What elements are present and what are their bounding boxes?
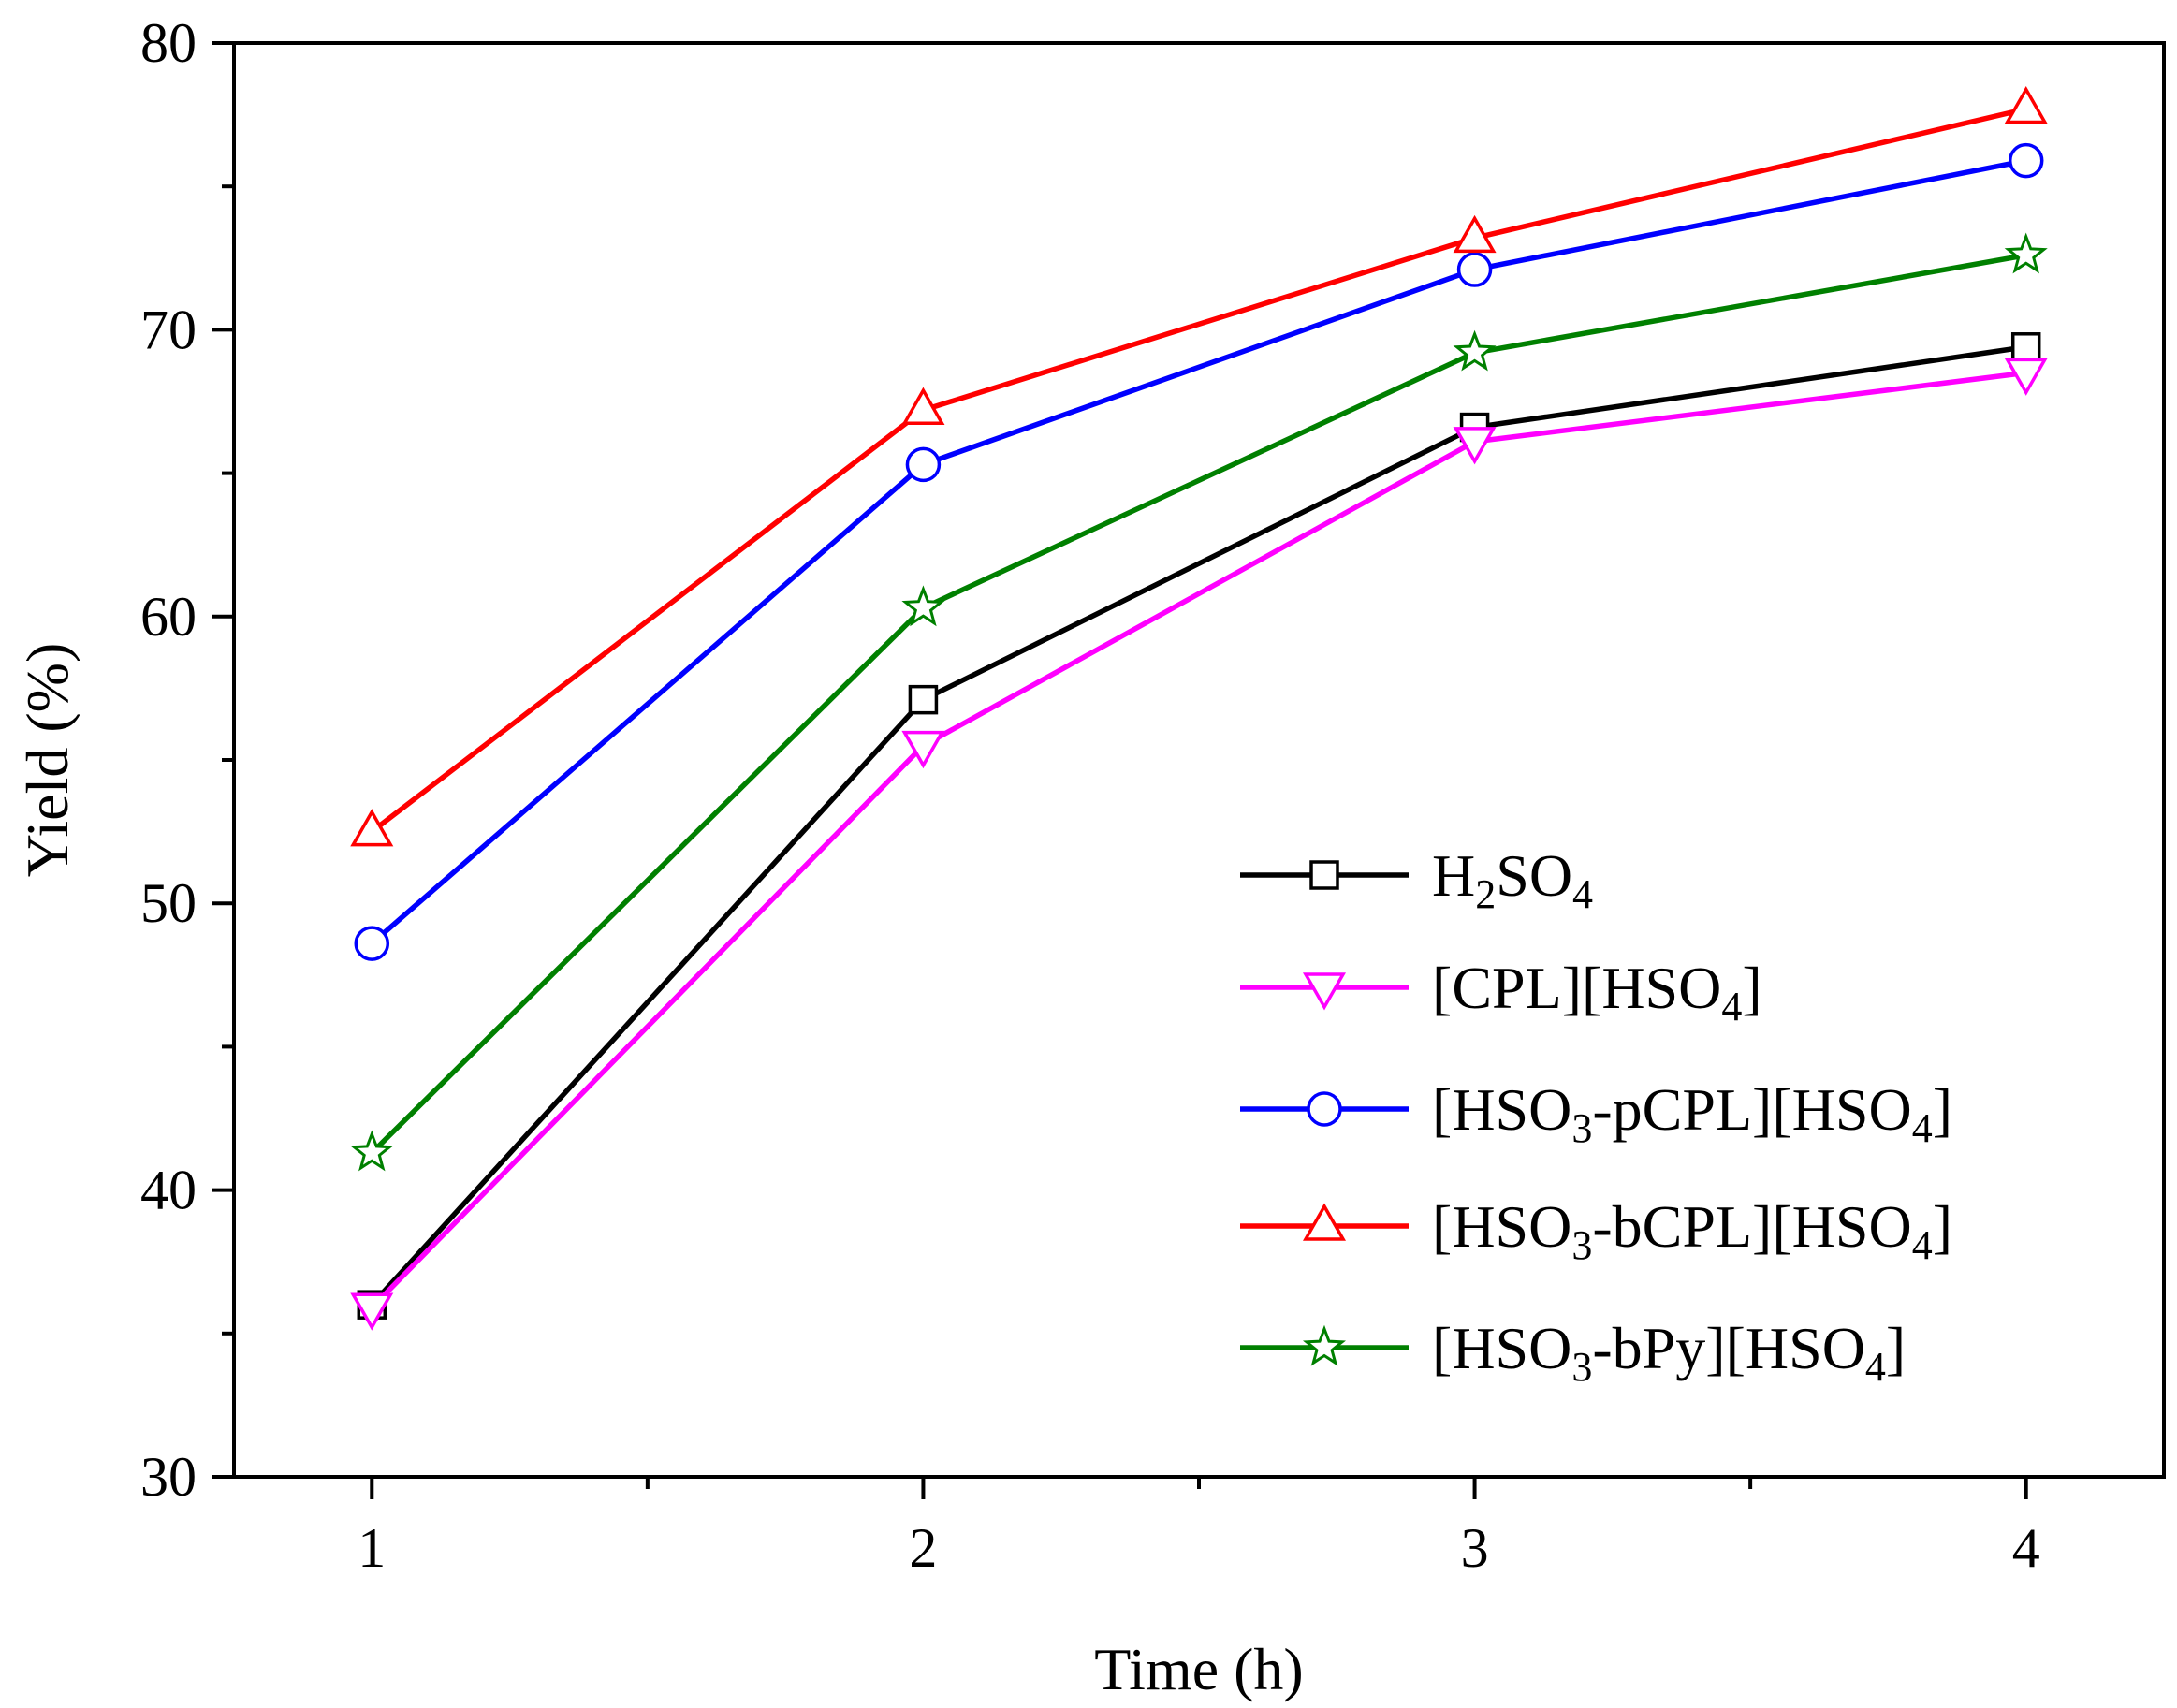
series-line: [370, 344, 2027, 1307]
data-point: [1456, 252, 1493, 287]
y-tick-label: 40: [140, 1160, 197, 1221]
legend-label: H2SO4: [1432, 842, 1593, 917]
plot-frame: [232, 41, 2166, 1479]
legend-label: [HSO3-bCPL][HSO4]: [1432, 1193, 1952, 1268]
legend: H2SO4 [CPL][HSO4] [HSO3-pCPL][HSO4] [HSO3-b…: [1240, 842, 1952, 1390]
legend-item: [HSO3-bPy][HSO4]: [1240, 1315, 1906, 1390]
series-4: [350, 85, 2048, 847]
data-point: [1453, 329, 1497, 372]
legend-label: [CPL][HSO4]: [1432, 955, 1762, 1029]
data-point: [901, 730, 945, 769]
x-tick-label: 3: [1461, 1517, 1489, 1579]
data-point: [2004, 232, 2048, 274]
y-tick-label: 30: [140, 1446, 197, 1508]
plot-content: [350, 85, 2048, 1331]
axes: 1 2 3 4 30 40 50 60 70 80: [140, 12, 2040, 1579]
data-point: [354, 926, 390, 961]
legend-label: [HSO3-bPy][HSO4]: [1432, 1315, 1906, 1390]
data-point: [905, 446, 942, 483]
y-tick-label: 80: [140, 12, 197, 74]
data-point: [2004, 358, 2048, 396]
series-3: [354, 142, 2044, 961]
series-line: [370, 106, 2027, 834]
data-point: [901, 585, 945, 627]
data-point: [350, 1130, 394, 1172]
data-point: [1453, 427, 1497, 465]
legend-item: [HSO3-bCPL][HSO4]: [1240, 1193, 1952, 1268]
x-tick-label: 4: [2012, 1517, 2040, 1579]
legend-item: H2SO4: [1240, 842, 1593, 917]
series-5: [350, 232, 2048, 1172]
legend-marker: [1309, 860, 1339, 890]
series-2: [350, 358, 2048, 1331]
y-tick-label: 50: [140, 872, 197, 934]
y-tick-label: 60: [140, 586, 197, 648]
x-tick-label: 1: [358, 1517, 386, 1579]
x-axis-title: Time (h): [1094, 1636, 1303, 1702]
legend-label: [HSO3-pCPL][HSO4]: [1432, 1076, 1952, 1151]
data-point: [2008, 142, 2044, 179]
data-point: [2010, 332, 2041, 362]
legend-marker: [1302, 1203, 1347, 1241]
series-line: [370, 253, 2027, 1155]
legend-marker: [1302, 1324, 1347, 1366]
y-tick-label: 70: [140, 299, 197, 360]
data-point: [901, 387, 945, 425]
y-axis-title: Yield (%): [14, 643, 80, 878]
legend-marker: [1302, 972, 1347, 1011]
data-point: [908, 684, 939, 715]
legend-marker: [1307, 1091, 1342, 1127]
series-line: [370, 157, 2027, 946]
data-point: [1453, 214, 1497, 254]
series-line: [370, 370, 2027, 1310]
data-point: [2004, 85, 2048, 124]
data-point: [350, 1292, 394, 1331]
legend-item: [HSO3-pCPL][HSO4]: [1240, 1076, 1952, 1151]
data-point: [350, 809, 394, 847]
x-tick-label: 2: [909, 1517, 937, 1579]
legend-item: [CPL][HSO4]: [1240, 955, 1762, 1029]
